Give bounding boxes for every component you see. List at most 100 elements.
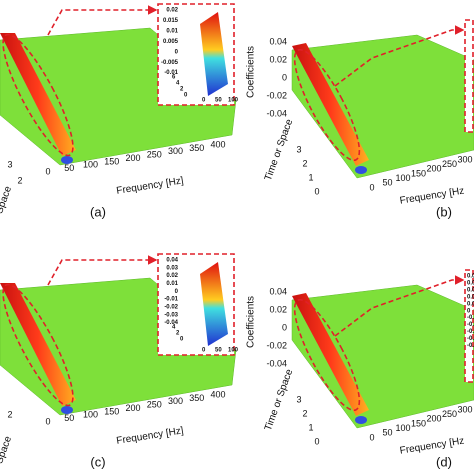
x-tick-label: 200 (125, 153, 140, 163)
panel: 0.050.040.030.020.010-0.01-0.02-0.03-0.0… (246, 269, 474, 469)
inset-y-tick-label: 4 (176, 80, 180, 86)
x-tick-label: 350 (189, 143, 204, 153)
inset-tick-label: 0.03 (467, 287, 474, 293)
inset-y-tick-label: 2 (176, 330, 180, 336)
dip (355, 166, 367, 174)
x-tick-label: 300 (457, 404, 472, 414)
inset-x-tick-label: 0 (202, 348, 206, 354)
x-axis-label: Frequency [Hz] (116, 175, 185, 197)
y-tick-label: 2 (302, 408, 307, 418)
inset-tick-label: -0.01 (164, 297, 178, 303)
highlight-ellipse (293, 48, 361, 162)
inset-tick-label: -0.04 (467, 336, 474, 342)
panel-label: (b) (436, 204, 452, 219)
x-tick-label: 200 (426, 414, 441, 424)
inset-tick-label: 0.04 (166, 258, 178, 264)
x-tick-label: 300 (457, 154, 472, 164)
highlight-ellipse (293, 298, 361, 412)
z-axis-label: Coefficients (246, 46, 257, 98)
x-tick-label: 50 (382, 178, 392, 188)
inset-tick-label: -0.05 (467, 343, 474, 349)
highlight-ellipse (2, 33, 74, 157)
x-tick-label: 100 (83, 160, 98, 170)
inset-tick-label: 0.01 (166, 281, 178, 287)
z-tick-label: 0.02 (269, 304, 287, 314)
z-tick-label: -0.02 (266, 340, 287, 350)
inset-tick-label: 0 (175, 289, 179, 295)
ridge (0, 33, 76, 156)
inset-tick-label: -0.01 (164, 70, 178, 76)
x-tick-label: 300 (168, 146, 183, 156)
y-tick-label: 0 (314, 436, 319, 446)
x-tick-label: 150 (411, 168, 426, 178)
z-tick-label: -0.04 (266, 108, 287, 118)
inset-tick-label: -0.02 (467, 322, 474, 328)
x-tick-label: 250 (147, 150, 162, 160)
inset-x-tick-label: 50 (215, 98, 222, 104)
z-tick-label: 0.04 (269, 286, 287, 296)
z-tick-label: 0.02 (269, 54, 287, 64)
inset-tick-label: 0 (467, 308, 471, 314)
dip (61, 406, 73, 414)
ridge (0, 283, 76, 406)
inset-frame (464, 19, 474, 133)
arrow (334, 25, 465, 87)
inset-tick-label: -0.01 (467, 315, 474, 321)
z-tick-label: 0.04 (269, 36, 287, 46)
inset-y-tick-label: 6 (172, 74, 176, 80)
inset-y-tick-label: 0 (184, 92, 188, 98)
z-tick-label: 0 (282, 322, 287, 332)
inset-tick-label: 0.015 (163, 18, 179, 24)
panel: 0.040.030.020.010-0.01-0.02-0.03-0.04420… (0, 253, 239, 469)
inset-tick-label: 0.02 (166, 273, 178, 279)
x-tick-label: 150 (104, 406, 119, 416)
z-tick-label: 0 (282, 72, 287, 82)
inset-x-tick-label: 100 (228, 348, 239, 354)
panel-label: (a) (90, 204, 106, 219)
x-tick-label: 250 (147, 400, 162, 410)
z-tick-label: -0.02 (266, 90, 287, 100)
x-tick-label: 100 (395, 423, 410, 433)
surface (291, 284, 474, 429)
x-tick-label: 200 (125, 403, 140, 413)
x-tick-label: 0 (369, 182, 374, 192)
highlight-ellipse (2, 283, 74, 407)
z-axis-label: Coefficients (246, 296, 257, 348)
x-axis-label: Frequency [Hz (399, 186, 465, 207)
x-tick-label: 250 (442, 159, 457, 169)
surface (291, 34, 474, 179)
y-axis-label: Time or Space (263, 117, 296, 182)
x-tick-label: 0 (45, 166, 50, 176)
inset-surface (200, 12, 228, 96)
y-tick-label: 1 (308, 422, 313, 432)
inset-tick-label: 0.03 (166, 265, 178, 271)
arrow (334, 275, 465, 337)
inset-frame (464, 269, 474, 383)
x-tick-label: 200 (426, 164, 441, 174)
dip (61, 156, 73, 164)
x-tick-label: 0 (369, 432, 374, 442)
x-tick-label: 150 (104, 156, 119, 166)
inset-tick-label: 0 (175, 49, 179, 55)
y-axis-label: Space (0, 184, 14, 215)
y-tick-label: 3 (7, 159, 12, 169)
inset-x-tick-label: 50 (215, 348, 222, 354)
y-axis-label: Space (0, 434, 14, 465)
ridge (292, 293, 369, 416)
x-tick-label: 100 (395, 173, 410, 183)
inset-surface (200, 262, 228, 346)
arrow (47, 5, 158, 36)
y-tick-label: 2 (17, 175, 22, 185)
x-tick-label: 50 (64, 413, 74, 423)
x-tick-label: 150 (411, 418, 426, 428)
x-tick-label: 100 (83, 410, 98, 420)
inset-x-tick-label: 0 (202, 98, 206, 104)
y-tick-label: 3 (296, 394, 301, 404)
arrow (47, 255, 158, 286)
x-tick-label: 400 (210, 139, 225, 149)
inset-y-tick-label: 0 (180, 336, 184, 342)
inset-tick-label: -0.005 (161, 60, 179, 66)
inset-tick-label: 0.04 (467, 281, 474, 287)
panel-label: (d) (436, 454, 452, 469)
